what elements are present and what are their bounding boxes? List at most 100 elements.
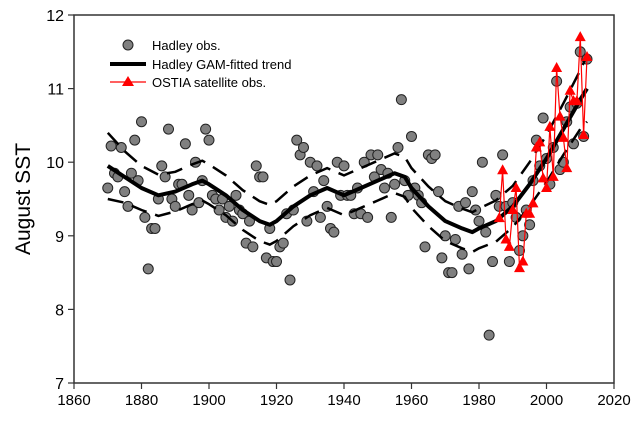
hadley-point [476, 156, 488, 168]
hadley-point [298, 141, 309, 153]
ostia-point [527, 197, 539, 208]
ostia-point [517, 255, 529, 266]
hadley-point [119, 186, 131, 198]
x-tick-label: 1980 [462, 392, 495, 409]
hadley-point [203, 134, 215, 146]
hadley-point [200, 123, 212, 135]
axes: 1860 1880 1900 1920 1940 1960 1980 2000 2020 7 8 9 1… [46, 8, 630, 409]
hadley-point [271, 256, 282, 268]
hadley-point [149, 222, 161, 234]
hadley-point [122, 200, 134, 212]
hadley-point [537, 112, 549, 124]
hadley-point [419, 241, 431, 253]
x-tick-label: 1900 [192, 392, 225, 409]
hadley-point [105, 140, 117, 152]
hadley-point [277, 237, 289, 249]
hadley-point [129, 134, 141, 146]
ostia-line [498, 37, 588, 271]
legend-ostia-label: OSTIA satellite obs. [152, 75, 266, 90]
hadley-point [311, 160, 323, 172]
ostia-point [557, 131, 569, 142]
plot-marks [102, 31, 593, 341]
hadley-point [213, 204, 225, 216]
ostia-point [551, 61, 563, 72]
hadley-point [156, 160, 168, 172]
trend-lower-ci [107, 120, 588, 254]
x-tick-label: 2020 [597, 392, 630, 409]
ostia-point [578, 128, 590, 139]
hadley-point [284, 274, 296, 286]
ostia-point [493, 212, 505, 223]
hadley-point [136, 116, 147, 128]
hadley-point [115, 141, 127, 153]
ostia-point [561, 162, 573, 173]
hadley-point [436, 252, 448, 264]
hadley-point [142, 263, 154, 275]
hadley-point [460, 197, 471, 209]
ostia-point [514, 262, 525, 273]
x-tick-label: 1920 [260, 392, 293, 409]
legend-ostia-marker [122, 76, 134, 86]
ostia-point [524, 207, 536, 218]
hadley-point [139, 211, 151, 223]
hadley-point [102, 182, 114, 194]
hadley-point [338, 160, 350, 172]
hadley-point [372, 149, 384, 161]
hadley-point [385, 211, 397, 223]
x-tick-label: 1940 [327, 392, 360, 409]
y-tick-label: 8 [55, 302, 64, 319]
hadley-point [159, 171, 171, 183]
ostia-point [497, 164, 509, 175]
ostia-point [541, 181, 552, 192]
hadley-point [163, 123, 174, 135]
hadley-point [314, 211, 326, 223]
y-tick-label: 10 [46, 155, 64, 172]
hadley-point [456, 248, 468, 260]
hadley-point [250, 160, 262, 172]
y-axis-label: August SST [12, 143, 35, 255]
hadley-point [429, 149, 441, 161]
x-tick-label: 1860 [57, 392, 90, 409]
hadley-point [169, 200, 181, 212]
trend-upper-ci [106, 54, 589, 214]
hadley-point [503, 256, 515, 268]
hadley-point [379, 182, 390, 194]
ostia-point [574, 31, 586, 42]
y-tick-label: 12 [46, 8, 64, 25]
hadley-point [392, 141, 404, 153]
ostia-point [571, 95, 583, 106]
hadley-point [389, 178, 401, 190]
hadley-point [223, 200, 235, 212]
ostia-point [537, 172, 549, 183]
y-tick-label: 11 [47, 82, 64, 99]
ostia-point [564, 84, 576, 95]
legend-hadley-marker [122, 39, 134, 51]
legend-trend-label: Hadley GAM-fitted trend [152, 57, 291, 72]
ostia-point [510, 181, 522, 192]
x-tick-label: 1960 [395, 392, 428, 409]
hadley-point [473, 215, 485, 227]
hadley-point [247, 241, 259, 253]
hadley-point [183, 189, 195, 201]
x-tick-label: 1880 [125, 392, 158, 409]
hadley-point [328, 226, 340, 238]
ostia-point [530, 141, 542, 152]
hadley-point [433, 186, 444, 198]
hadley-point [406, 130, 417, 142]
ostia-point [503, 240, 515, 251]
hadley-point [395, 94, 407, 106]
hadley-point [466, 186, 478, 198]
hadley-point [463, 263, 475, 275]
ostia-point [544, 120, 556, 131]
hadley-point [179, 138, 191, 150]
x-tick-label: 2000 [530, 392, 563, 409]
hadley-point [490, 189, 502, 201]
hadley-point [291, 134, 303, 146]
y-tick-label: 9 [55, 229, 64, 246]
legend-hadley-label: Hadley obs. [152, 38, 221, 53]
hadley-point [230, 189, 242, 201]
ostia-point [507, 204, 519, 215]
hadley-point [446, 267, 458, 279]
legend: Hadley obs. Hadley GAM-fitted trend OSTI… [110, 38, 291, 90]
